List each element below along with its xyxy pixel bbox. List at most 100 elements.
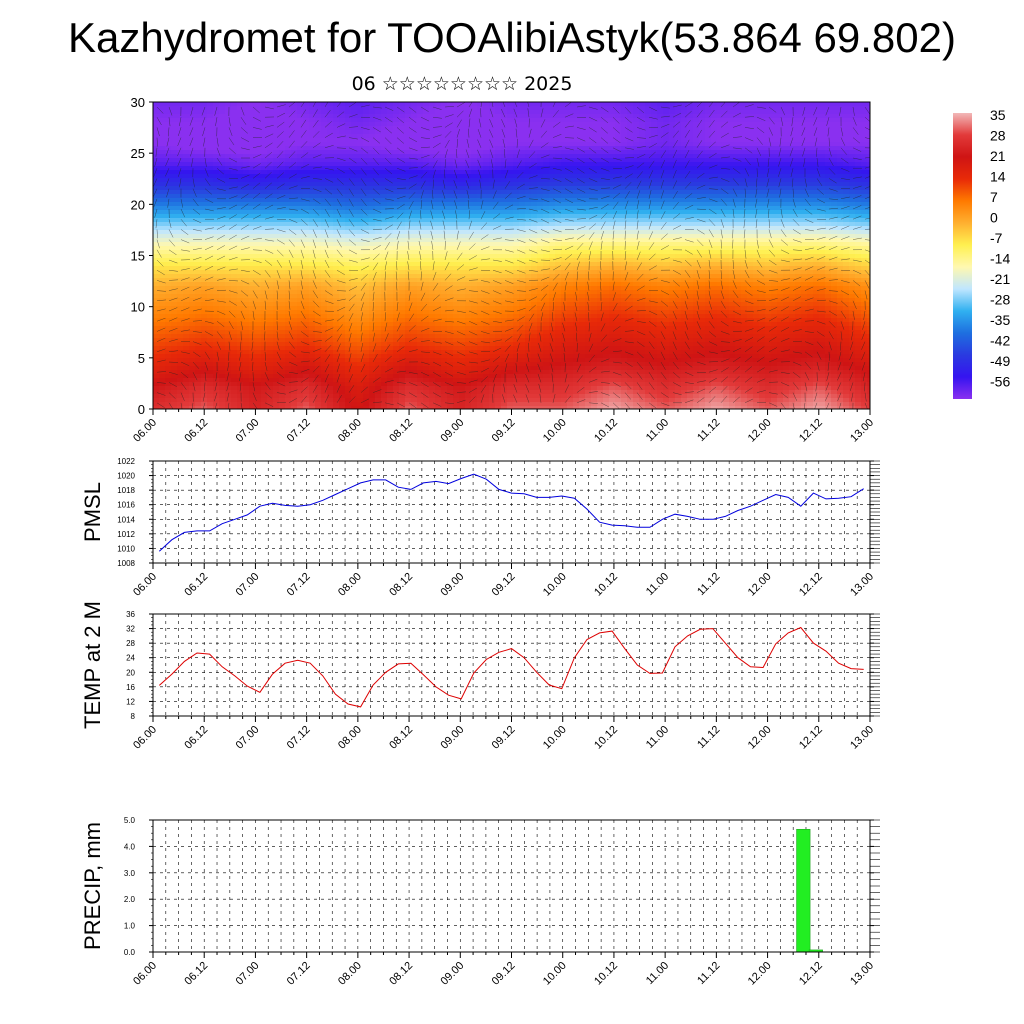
heatmap-cell — [861, 246, 868, 251]
heatmap-cell — [753, 206, 760, 211]
heatmap-cell — [219, 262, 226, 267]
heatmap-cell — [603, 266, 610, 271]
heatmap-cell — [351, 182, 358, 187]
heatmap-cell — [741, 262, 748, 267]
heatmap-cell — [771, 158, 778, 163]
heatmap-cell — [213, 102, 220, 107]
heatmap-cell — [423, 234, 430, 239]
heatmap-cell — [585, 158, 592, 163]
heatmap-cell — [423, 114, 430, 119]
heatmap-cell — [315, 194, 322, 199]
heatmap-cell — [819, 258, 826, 263]
heatmap-cell — [399, 206, 406, 211]
heatmap-cell — [225, 254, 232, 259]
heatmap-cell — [519, 238, 526, 243]
heatmap-cell — [705, 186, 712, 191]
heatmap-cell — [345, 234, 352, 239]
heatmap-cell — [819, 114, 826, 119]
heatmap-cell — [171, 170, 178, 175]
heatmap-cell — [597, 190, 604, 195]
heatmap-cell — [309, 254, 316, 259]
heatmap-cell — [225, 186, 232, 191]
heatmap-cell — [327, 218, 334, 223]
heatmap-cell — [381, 246, 388, 251]
heatmap-cell — [351, 186, 358, 191]
heatmap-cell — [501, 230, 508, 235]
heatmap-cell — [507, 262, 514, 267]
heatmap-cell — [603, 134, 610, 139]
heatmap-cell — [549, 146, 556, 151]
heatmap-cell — [621, 170, 628, 175]
heatmap-cell — [417, 186, 424, 191]
heatmap-cell — [411, 218, 418, 223]
heatmap-cell — [693, 234, 700, 239]
heatmap-cell — [201, 262, 208, 267]
heatmap-cell — [861, 106, 868, 111]
heatmap-cell — [207, 182, 214, 187]
heatmap-cell — [357, 142, 364, 147]
heatmap-cell — [333, 150, 340, 155]
heatmap-cell — [315, 266, 322, 271]
heatmap-cell — [525, 114, 532, 119]
heatmap-cell — [615, 118, 622, 123]
heatmap-cell — [669, 122, 676, 127]
heatmap-cell — [495, 198, 502, 203]
heatmap-cell — [561, 246, 568, 251]
heatmap-cell — [453, 242, 460, 247]
heatmap-cell — [459, 234, 466, 239]
heatmap-cell — [789, 126, 796, 131]
heatmap-cell — [279, 262, 286, 267]
heatmap-cell — [237, 150, 244, 155]
heatmap-cell — [423, 242, 430, 247]
heatmap-cell — [495, 250, 502, 255]
heatmap-cell — [213, 266, 220, 271]
heatmap-cell — [237, 194, 244, 199]
heatmap-cell — [687, 246, 694, 251]
heatmap-cell — [651, 154, 658, 159]
heatmap-cell — [645, 150, 652, 155]
heatmap-cell — [651, 166, 658, 171]
heatmap-cell — [423, 134, 430, 139]
heatmap-cell — [483, 126, 490, 131]
heatmap-cell — [411, 194, 418, 199]
heatmap-cell — [483, 154, 490, 159]
heatmap-cell — [603, 150, 610, 155]
heatmap-cell — [165, 198, 172, 203]
heatmap-cell — [297, 130, 304, 135]
heatmap-cell — [489, 258, 496, 263]
heatmap-cell — [639, 130, 646, 135]
heatmap-cell — [837, 114, 844, 119]
heatmap-cell — [375, 226, 382, 231]
heatmap-cell — [711, 230, 718, 235]
heatmap-cell — [357, 242, 364, 247]
heatmap-cell — [483, 158, 490, 163]
heatmap-cell — [645, 226, 652, 231]
heatmap-cell — [627, 186, 634, 191]
heatmap-cell — [537, 230, 544, 235]
heatmap-cell — [393, 190, 400, 195]
heatmap-cell — [447, 146, 454, 151]
heatmap-cell — [375, 214, 382, 219]
heatmap-cell — [285, 214, 292, 219]
heatmap-cell — [321, 146, 328, 151]
heatmap-cell — [699, 126, 706, 131]
heatmap-cell — [663, 166, 670, 171]
heatmap-cell — [711, 110, 718, 115]
heatmap-cell — [465, 218, 472, 223]
heatmap-cell — [339, 210, 346, 215]
heatmap-cell — [735, 226, 742, 231]
heatmap-cell — [261, 182, 268, 187]
heatmap-cell — [855, 210, 862, 215]
heatmap-cell — [507, 106, 514, 111]
heatmap-cell — [231, 142, 238, 147]
heatmap-cell — [219, 206, 226, 211]
heatmap-cell — [237, 130, 244, 135]
heatmap-cell — [423, 250, 430, 255]
heatmap-cell — [621, 230, 628, 235]
heatmap-cell — [351, 190, 358, 195]
heatmap-cell — [213, 202, 220, 207]
heatmap-cell — [819, 234, 826, 239]
heatmap-cell — [471, 230, 478, 235]
heatmap-cell — [705, 210, 712, 215]
heatmap-cell — [855, 262, 862, 267]
